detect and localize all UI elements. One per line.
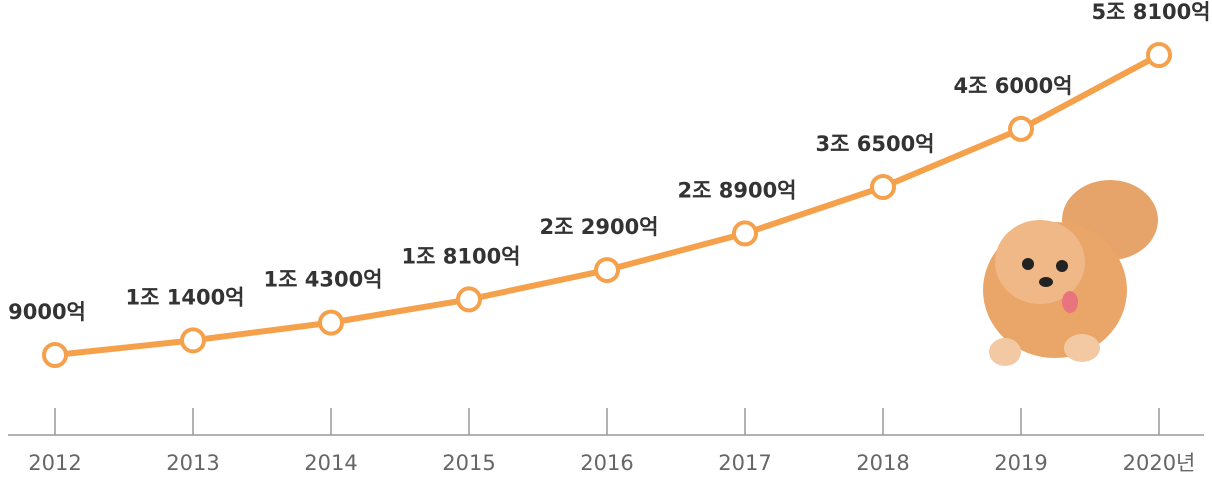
x-tick-label: 2019 — [994, 451, 1047, 475]
value-label: 4조 6000억 — [953, 74, 1072, 98]
page: {"chart_data": {"type": "line", "categor… — [0, 0, 1212, 477]
point — [596, 259, 618, 281]
x-tick-label: 2012 — [28, 451, 81, 475]
point — [182, 329, 204, 351]
value-label: 1조 8100억 — [401, 244, 520, 268]
point — [320, 312, 342, 334]
x-tick-label: 2020년 — [1123, 451, 1196, 475]
x-tick-label: 2014 — [304, 451, 357, 475]
point — [1148, 44, 1170, 66]
dog-illustration — [983, 180, 1158, 366]
point — [734, 222, 756, 244]
chart: 2012 2013 2014 2015 2016 2017 2018 2019 2020년 900… — [0, 0, 1212, 477]
x-tick-label: 2015 — [442, 451, 495, 475]
point — [458, 288, 480, 310]
value-label: 2조 8900억 — [677, 178, 796, 202]
point — [44, 344, 66, 366]
point — [1010, 118, 1032, 140]
value-label: 3조 6500억 — [815, 132, 934, 156]
value-label: 1조 1400억 — [125, 285, 244, 309]
value-label: 1조 4300억 — [263, 268, 382, 292]
value-label: 5조 8100억 — [1091, 0, 1210, 24]
x-tick-label: 2017 — [718, 451, 771, 475]
point — [872, 176, 894, 198]
value-label: 2조 2900억 — [539, 215, 658, 239]
x-tick-label: 2013 — [166, 451, 219, 475]
x-tick-label: 2018 — [856, 451, 909, 475]
value-label: 9000억 — [8, 300, 86, 324]
x-tick-label: 2016 — [580, 451, 633, 475]
